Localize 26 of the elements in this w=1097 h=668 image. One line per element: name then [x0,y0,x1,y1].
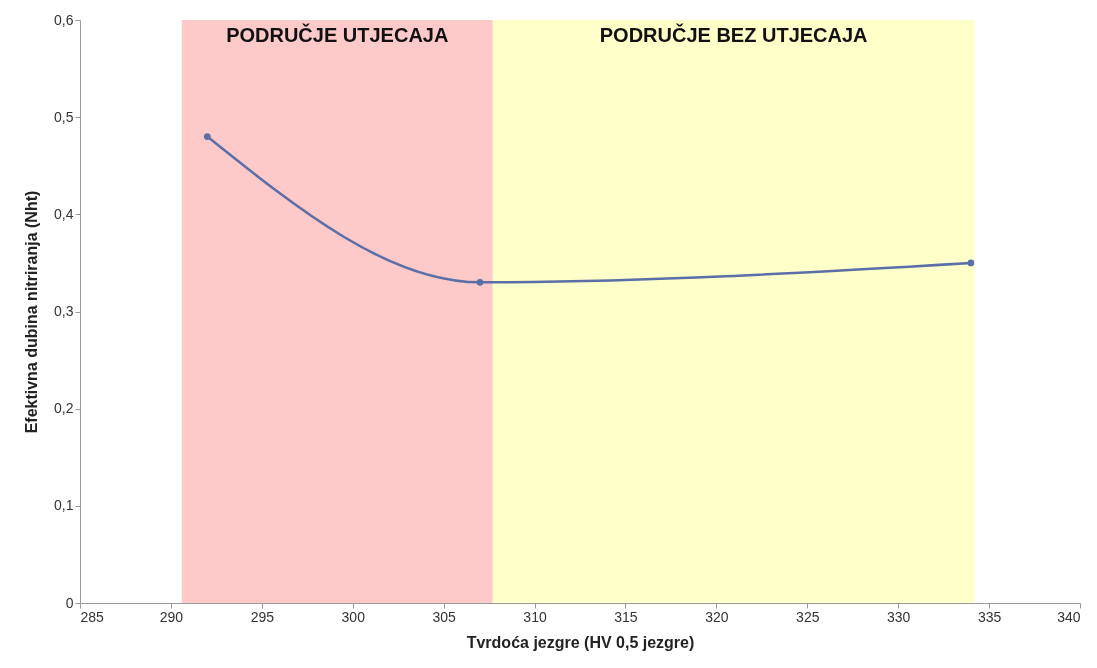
x-tick-label: 325 [796,608,820,625]
x-tick-label: 310 [523,608,547,625]
y-tick-label: 0,3 [54,303,74,319]
x-tick-label: 335 [977,608,1002,625]
point [203,133,211,140]
y-tick-label: 0,5 [54,108,74,125]
x-tick-label: 285 [80,608,105,625]
point [476,279,484,286]
y-tick-label: 0 [65,594,74,611]
x-tick-label: 320 [705,608,729,625]
y-tick-label: 0,6 [54,11,74,28]
point [967,259,975,267]
x-tick-label: 315 [614,608,638,625]
y-axis-title: Efektivna dubina nitriranja (Nht) [23,190,41,434]
x-axis-title: Tvrdoća jezgre (HV 0,5 jezgre) [466,633,695,651]
x-tick-label: 300 [341,608,366,625]
x-tick-label: 340 [1057,608,1081,625]
y-tick-label: 0,1 [54,497,74,514]
x-tick-label: 305 [432,608,457,625]
x-tick-label: 330 [887,608,911,625]
x-tick-label: 295 [250,608,275,625]
band-label: PODRUČJE UTJECAJA [226,23,449,46]
band-label: PODRUČJE BEZ UTJECAJA [599,23,868,46]
y-tick-label: 0,2 [54,400,74,417]
x-tick-label: 290 [159,608,184,625]
y-tick-label: 0,4 [54,205,74,222]
